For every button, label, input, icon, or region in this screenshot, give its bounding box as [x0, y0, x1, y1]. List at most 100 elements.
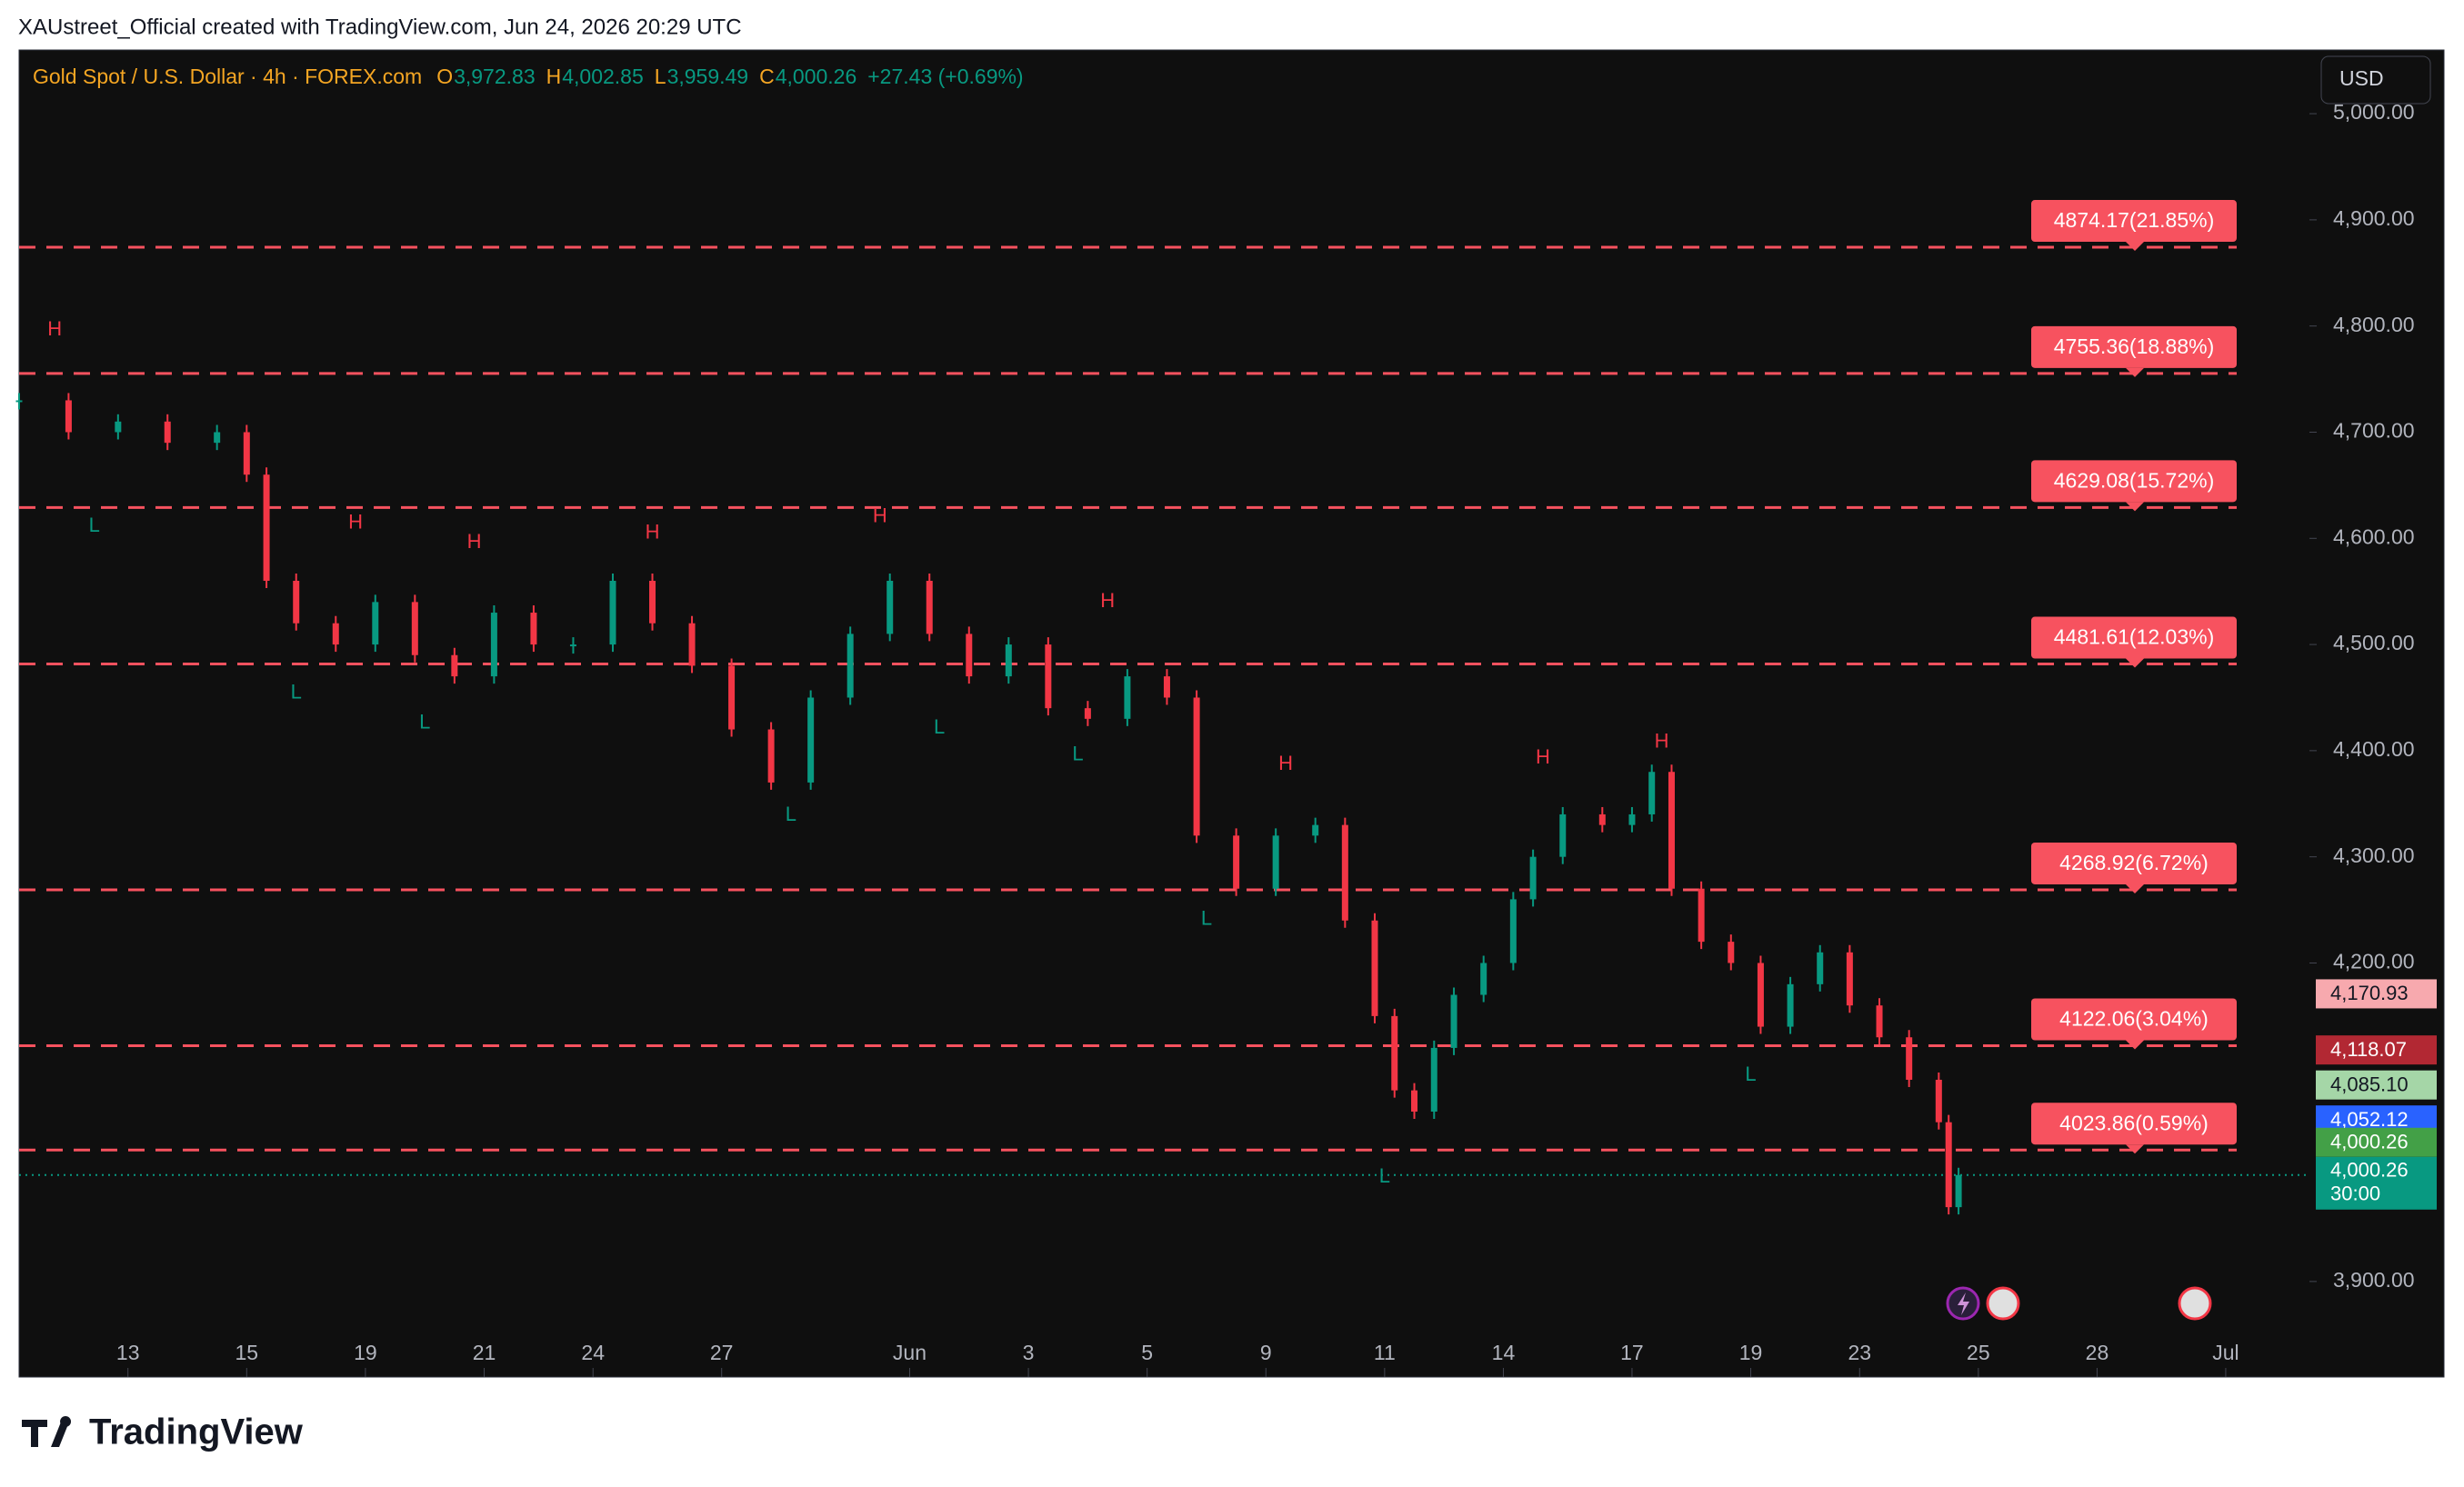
countdown: 30:00 — [2330, 1183, 2380, 1205]
candle — [1272, 835, 1279, 889]
price-badge-label: 4,170.93 — [2330, 982, 2409, 1004]
pivot-marker: H — [1100, 589, 1115, 612]
candle — [1935, 1079, 1942, 1123]
candle — [1371, 920, 1378, 1016]
candle — [1233, 835, 1240, 889]
candle — [1876, 1005, 1883, 1038]
candle — [332, 623, 339, 645]
pivot-marker: H — [1655, 729, 1669, 752]
x-tick-label: 19 — [354, 1341, 377, 1364]
candle — [767, 729, 775, 783]
pivot-marker: H — [1278, 752, 1293, 774]
candle — [15, 400, 23, 403]
level-label: 4755.36(18.88%) — [2054, 334, 2214, 358]
level-label-box — [2031, 616, 2237, 659]
candle — [530, 613, 537, 645]
level-label-pointer — [2126, 367, 2144, 377]
pivot-marker: H — [873, 504, 887, 527]
level-label-box — [2031, 1103, 2237, 1145]
candle — [1084, 708, 1091, 719]
candle — [164, 421, 171, 444]
y-tick-label: 4,400.00 — [2333, 737, 2415, 761]
price-badge — [2316, 1127, 2437, 1157]
pivot-marker: L — [1072, 742, 1083, 764]
level-label-pointer — [2126, 658, 2144, 668]
candle — [1945, 1122, 1952, 1208]
candle — [490, 613, 497, 677]
plot: 3,900.00 4,200.00 4,300.00 4,400.00 4,500.00… — [15, 100, 2437, 1377]
level-label: 4122.06(3.04%) — [2059, 1007, 2209, 1031]
price-badge — [2316, 1035, 2437, 1065]
candle — [1529, 856, 1537, 900]
candle — [1598, 813, 1606, 825]
ohlc-value: 3,972.83 — [454, 65, 536, 88]
level-label: 4629.08(15.72%) — [2054, 468, 2214, 492]
event-icons — [1946, 1286, 2212, 1321]
price-badge-label: 4,052.12 — [2330, 1108, 2409, 1131]
candle — [926, 581, 933, 634]
candle — [1391, 1015, 1398, 1091]
pivot-marker: L — [786, 803, 796, 825]
brand: TradingView — [89, 1412, 304, 1452]
chart-panel — [18, 49, 2445, 1378]
candle — [65, 400, 72, 433]
currency-button[interactable] — [2320, 55, 2431, 105]
x-tick-label: 23 — [1848, 1341, 1871, 1364]
candle — [1817, 952, 1824, 984]
x-tick-label: 21 — [473, 1341, 496, 1364]
candle — [1509, 899, 1517, 963]
level-label: 4023.86(0.59%) — [2059, 1111, 2209, 1134]
y-tick-label: 4,600.00 — [2333, 524, 2415, 548]
ohlc-value: 3,959.49 — [667, 65, 749, 88]
level-label: 4874.17(21.85%) — [2054, 208, 2214, 232]
footer-logo: TradingView — [22, 1412, 304, 1452]
candle — [1628, 813, 1636, 825]
pivot-marker: L — [89, 514, 100, 536]
x-tick-label: 13 — [116, 1341, 140, 1364]
x-tick-label: 17 — [1620, 1341, 1644, 1364]
level-label-pointer — [2126, 502, 2144, 512]
level-label-box — [2031, 460, 2237, 503]
candle — [1480, 963, 1487, 995]
y-tick-label: 4,900.00 — [2333, 206, 2415, 230]
pivot-marker: H — [1536, 745, 1550, 768]
price-badge — [2316, 979, 2437, 1009]
candle — [1430, 1047, 1437, 1112]
ohlc-key: H — [546, 65, 562, 88]
candle — [1955, 1174, 1962, 1208]
candle — [451, 654, 458, 677]
price-badge — [2316, 1070, 2437, 1100]
level-label-pointer — [2126, 1040, 2144, 1050]
x-tick-label: 25 — [1967, 1341, 1990, 1364]
price-badge-label: 4,085.10 — [2330, 1073, 2409, 1095]
level-label-box — [2031, 842, 2237, 884]
last-price-label: 4,000.26 — [2330, 1159, 2409, 1182]
candle — [1728, 942, 1735, 963]
candle — [372, 602, 379, 645]
change: +27.43 (+0.69%) — [867, 65, 1023, 88]
pivot-marker: H — [348, 511, 363, 534]
candle — [728, 665, 736, 730]
candle — [1341, 824, 1348, 921]
candle — [1045, 644, 1052, 709]
level-label: 4481.61(12.03%) — [2054, 625, 2214, 649]
level-label: 4268.92(6.72%) — [2059, 851, 2209, 874]
pivot-marker: H — [47, 317, 62, 340]
ohlc-key: L — [655, 65, 666, 88]
pivot-marker: H — [467, 530, 482, 553]
pivot-marker: L — [291, 681, 302, 704]
y-tick-label: 4,200.00 — [2333, 950, 2415, 973]
candle — [1906, 1037, 1913, 1080]
y-tick-label: 4,700.00 — [2333, 419, 2415, 443]
pivot-marker: L — [419, 710, 430, 733]
candle — [807, 697, 815, 783]
level-label-pointer — [2126, 242, 2144, 252]
candle — [1787, 983, 1794, 1027]
pivot-marker: L — [1745, 1063, 1756, 1085]
x-tick-label: 27 — [710, 1341, 734, 1364]
price-badge-label: 4,118.07 — [2330, 1038, 2407, 1061]
candle — [886, 581, 894, 634]
pivot-marker: L — [1201, 906, 1212, 929]
level-label-box — [2031, 325, 2237, 368]
candle — [966, 634, 973, 677]
